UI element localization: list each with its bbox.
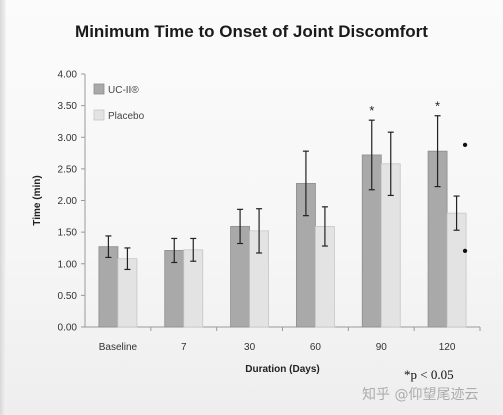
y-tick-label: 0.00 bbox=[58, 323, 78, 334]
y-tick-label: 2.00 bbox=[58, 196, 78, 207]
y-tick-label: 1.00 bbox=[58, 259, 78, 270]
x-tick-label: 60 bbox=[310, 342, 322, 353]
x-tick-label: Baseline bbox=[99, 342, 138, 353]
y-tick-label: 3.50 bbox=[58, 101, 78, 112]
x-tick-label: 120 bbox=[439, 342, 456, 353]
x-tick-label: 30 bbox=[244, 342, 256, 353]
legend-label: UC-II® bbox=[108, 85, 139, 96]
y-tick-label: 3.00 bbox=[58, 133, 78, 144]
side-dot: • bbox=[462, 137, 468, 154]
significance-footnote: *p < 0.05 bbox=[404, 367, 454, 382]
significance-star: * bbox=[369, 103, 374, 118]
page-edge-shadow bbox=[0, 0, 6, 415]
chart-title: Minimum Time to Onset of Joint Discomfor… bbox=[75, 22, 428, 41]
y-tick-label: 1.50 bbox=[58, 228, 78, 239]
watermark: 知乎 @仰望尾迹云 bbox=[362, 387, 479, 403]
y-axis-title: Time (min) bbox=[32, 175, 43, 225]
x-axis-title: Duration (Days) bbox=[245, 364, 319, 375]
bar-uc-ii bbox=[98, 246, 119, 328]
x-tick-label: 7 bbox=[181, 342, 187, 353]
y-tick-label: 2.50 bbox=[58, 164, 78, 175]
legend-label: Placebo bbox=[108, 111, 145, 122]
legend-swatch-placebo bbox=[93, 109, 105, 121]
y-tick-label: 0.50 bbox=[58, 291, 78, 302]
y-tick-label: 4.00 bbox=[58, 70, 78, 81]
significance-star: * bbox=[435, 99, 440, 114]
x-tick-label: 90 bbox=[376, 342, 388, 353]
legend-swatch-uc-ii bbox=[93, 83, 105, 95]
side-dot: • bbox=[462, 243, 468, 260]
